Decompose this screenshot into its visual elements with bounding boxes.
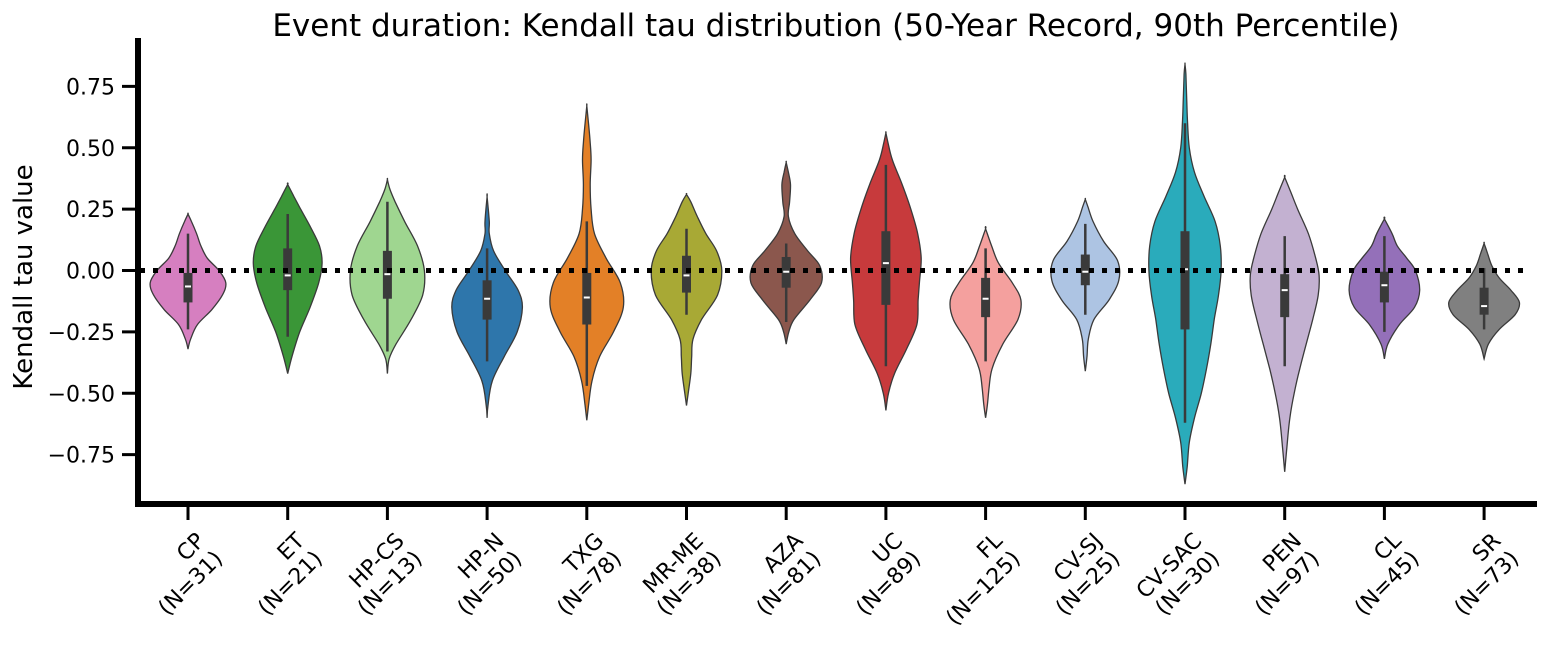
x-tick-label-txg: TXG(N=78) [535,529,627,621]
x-tick-label-fl: FL(N=125) [924,528,1027,631]
median-cv-sj [1082,270,1089,273]
violin-group [149,62,1521,485]
iqr-box-pen [1280,274,1290,318]
x-tick-label-pen: PEN(N=97) [1233,529,1325,621]
y-axis-label: Kendall tau value [9,164,39,389]
y-tick-label: −0.25 [48,321,115,346]
y-tick-label: 0.50 [66,137,115,162]
y-tick-label: 0.00 [66,260,115,285]
median-txg [583,296,590,299]
y-tick-label: −0.50 [48,382,115,407]
median-hp-n [484,297,491,300]
y-axis: −0.75 −0.50 −0.25 0.00 0.25 0.50 0.75 [48,38,141,507]
median-sr [1481,305,1488,308]
median-uc [882,262,889,265]
median-fl [982,297,989,300]
x-tick-label-mr-me: MR-ME(N=38) [634,529,726,621]
x-tick-label-uc: UC(N=89) [834,529,926,621]
iqr-box-fl [981,277,991,318]
iqr-box-mr-me [682,255,691,293]
iqr-box-sr [1479,287,1489,315]
x-tick-label-sr: SR(N=73) [1432,529,1524,621]
y-tick-label: 0.25 [66,198,115,223]
iqr-box-cl [1379,271,1389,303]
median-cl [1381,284,1388,287]
y-tick-label: 0.75 [66,75,115,100]
x-tick-label-et: ET(N=21) [236,528,329,621]
median-et [284,274,291,277]
iqr-box-cv-sj [1080,254,1090,286]
x-axis: CP(N=31) ET(N=21) HP-CS(N=13) HP-N(N=50) TXG… [135,501,1537,631]
x-tick-label-cp: CP(N=31) [136,529,228,621]
iqr-box-txg [582,272,592,325]
median-aza [783,270,790,273]
y-tick-label: −0.75 [48,444,115,469]
median-cp [185,285,191,288]
x-tick-label-hp-cs: HP-CS(N=13) [335,529,427,621]
x-tick-label-aza: AZA(N=81) [734,529,826,621]
median-mr-me [683,274,690,277]
iqr-box-cp [183,272,193,303]
chart-title: Event duration: Kendall tau distribution… [272,8,1399,44]
x-tick-label-line: (N=125) [942,546,1026,630]
iqr-box-cv-sac [1180,231,1190,330]
median-pen [1281,289,1288,292]
iqr-box-hp-n [482,280,492,320]
x-tick-label-cv-sac: CV-SAC(N=30) [1132,529,1225,622]
x-tick-label-cv-sj: CV-SJ(N=25) [1033,529,1125,621]
median-hp-cs [384,273,391,276]
x-tick-label-hp-n: HP-N(N=50) [435,529,527,621]
x-tick-label-cl: CL(N=45) [1332,528,1425,621]
